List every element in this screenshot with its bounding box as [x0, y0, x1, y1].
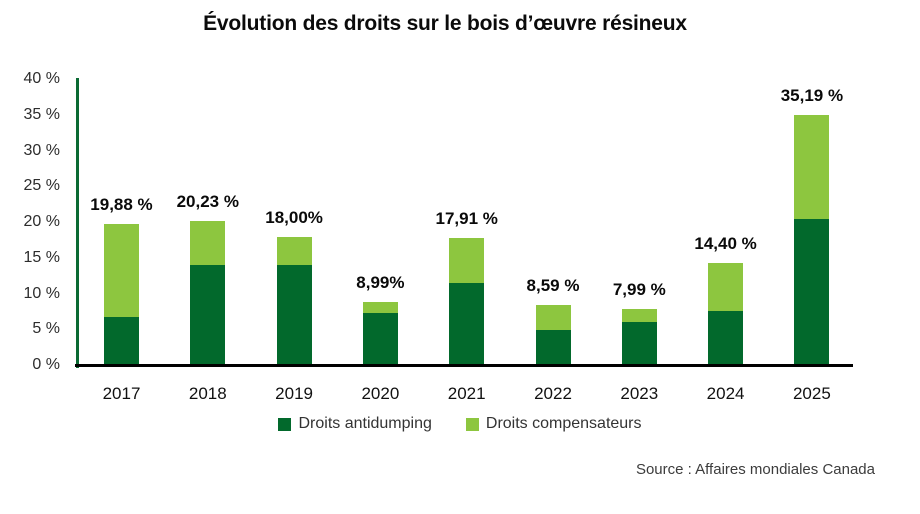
- bar-segment-compensateurs: [104, 223, 139, 317]
- y-axis-tick-label: 5 %: [32, 320, 60, 338]
- y-axis-tick-label: 20 %: [23, 213, 60, 231]
- y-axis-tick-label: 10 %: [23, 284, 60, 302]
- x-axis-line: [75, 364, 853, 367]
- compensateurs-color-swatch: [465, 417, 479, 431]
- bar-segment-antidumping: [276, 264, 312, 366]
- x-axis-label: 2025: [792, 384, 831, 403]
- legend: Droits antidumping Droits compensateurs: [0, 415, 920, 433]
- bar-segment-compensateurs: [708, 263, 744, 312]
- bar-segment-compensateurs: [276, 237, 312, 265]
- bar-total-label: 17,91 %: [435, 209, 498, 229]
- x-axis-label: 2020: [361, 384, 400, 403]
- bar-segment-compensateurs: [621, 308, 657, 322]
- y-axis-tick-label: 25 %: [23, 177, 60, 195]
- bar-segment-antidumping: [104, 316, 139, 366]
- bar-total-label: 35,19 %: [780, 85, 844, 105]
- x-axis-label: 2019: [275, 384, 313, 403]
- bar-total-label: 7,99 %: [612, 279, 666, 299]
- bar-segment-antidumping: [535, 330, 571, 366]
- x-axis-label: 2018: [188, 384, 227, 403]
- bar-segment-antidumping: [190, 264, 226, 366]
- legend-item-antidumping: Droits antidumping: [278, 415, 432, 433]
- bar-segment-compensateurs: [794, 114, 830, 220]
- x-axis-label: 2021: [447, 384, 486, 403]
- bar-total-label: 20,23 %: [176, 192, 239, 212]
- legend-label-antidumping: Droits antidumping: [298, 415, 432, 432]
- bar-total-label: 8,99%: [356, 272, 405, 292]
- y-axis-tick-label: 35 %: [23, 105, 60, 123]
- x-axis-label: 2022: [534, 384, 572, 403]
- source-credit: Source : Affaires mondiales Canada: [635, 461, 875, 478]
- chart-title: Évolution des droits sur le bois d’œuvre…: [203, 12, 687, 35]
- bar-total-label: 14,40 %: [694, 234, 757, 254]
- bar-segment-compensateurs: [449, 238, 485, 284]
- bar-segment-compensateurs: [190, 221, 226, 265]
- bar-segment-antidumping: [449, 283, 485, 366]
- bar-segment-compensateurs: [535, 304, 571, 331]
- x-axis-label: 2017: [102, 384, 141, 403]
- bar-segment-antidumping: [362, 312, 398, 366]
- x-axis-label: 2023: [620, 384, 659, 403]
- legend-item-compensateurs: Droits compensateurs: [465, 415, 642, 433]
- antidumping-color-swatch: [278, 417, 292, 431]
- legend-label-compensateurs: Droits compensateurs: [485, 415, 642, 432]
- y-axis-tick-label: 30 %: [23, 141, 60, 159]
- y-axis-tick-label: 0 %: [32, 356, 60, 373]
- y-axis-line: [76, 78, 79, 368]
- bar-total-label: 8,59 %: [526, 275, 580, 295]
- bar-total-label: 19,88 %: [90, 194, 153, 214]
- bar-segment-antidumping: [708, 311, 744, 366]
- y-axis-tick-label: 15 %: [23, 248, 60, 266]
- y-axis-tick-label: 40 %: [23, 70, 60, 88]
- bar-segment-compensateurs: [362, 301, 398, 313]
- x-axis-label: 2024: [706, 384, 745, 403]
- bar-segment-antidumping: [794, 219, 830, 366]
- bar-total-label: 18,00%: [265, 208, 323, 228]
- bar-segment-antidumping: [621, 321, 657, 366]
